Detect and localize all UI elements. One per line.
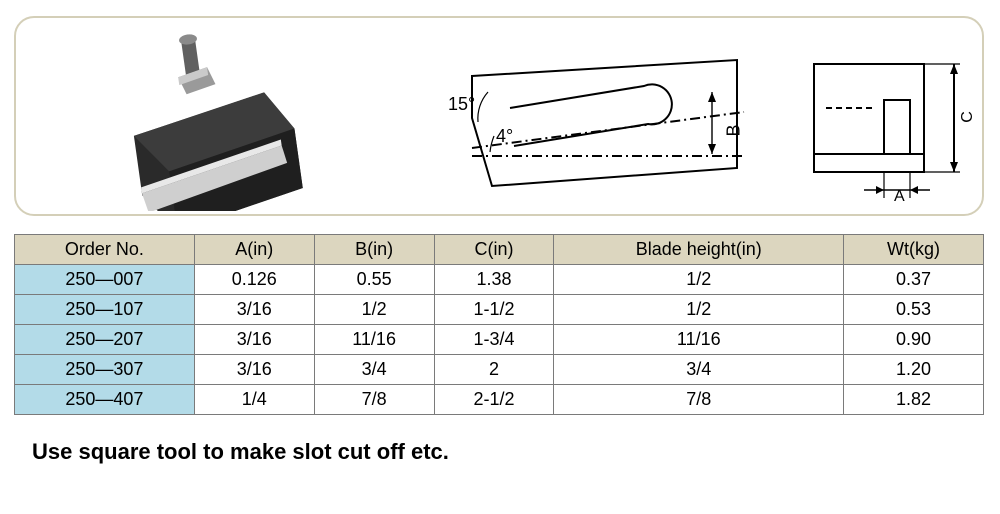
cell-c: 1-3/4 — [434, 325, 554, 355]
cell-a: 3/16 — [194, 295, 314, 325]
table-row: 250—4071/47/82-1/27/81.82 — [15, 385, 984, 415]
col-c-header: C(in) — [434, 235, 554, 265]
cell-c: 2-1/2 — [434, 385, 554, 415]
cell-b: 0.55 — [314, 265, 434, 295]
cell-a: 1/4 — [194, 385, 314, 415]
cell-a: 0.126 — [194, 265, 314, 295]
cell-blade: 1/2 — [554, 295, 844, 325]
cell-blade: 11/16 — [554, 325, 844, 355]
cell-b: 7/8 — [314, 385, 434, 415]
cell-c: 1-1/2 — [434, 295, 554, 325]
cell-a: 3/16 — [194, 325, 314, 355]
table-row: 250—1073/161/21-1/21/20.53 — [15, 295, 984, 325]
cell-wt: 1.82 — [844, 385, 984, 415]
col-a-header: A(in) — [194, 235, 314, 265]
table-row: 250—0070.1260.551.381/20.37 — [15, 265, 984, 295]
col-b-header: B(in) — [314, 235, 434, 265]
dim-c-label: C — [959, 111, 977, 123]
spec-table: Order No. A(in) B(in) C(in) Blade height… — [14, 234, 984, 415]
dim-a-label: A — [894, 188, 905, 206]
cell-wt: 0.37 — [844, 265, 984, 295]
technical-drawing-side — [432, 58, 762, 198]
cell-wt: 1.20 — [844, 355, 984, 385]
cell-b: 3/4 — [314, 355, 434, 385]
cell-b: 11/16 — [314, 325, 434, 355]
angle-15-label: 15° — [448, 94, 475, 115]
diagram-panel: 15° 4° B A C — [14, 16, 984, 216]
cell-blade: 1/2 — [554, 265, 844, 295]
cell-order: 250—007 — [15, 265, 195, 295]
col-wt-header: Wt(kg) — [844, 235, 984, 265]
cell-blade: 7/8 — [554, 385, 844, 415]
footer-note: Use square tool to make slot cut off etc… — [14, 439, 986, 465]
col-blade-header: Blade height(in) — [554, 235, 844, 265]
cell-blade: 3/4 — [554, 355, 844, 385]
cell-wt: 0.53 — [844, 295, 984, 325]
cell-wt: 0.90 — [844, 325, 984, 355]
cell-c: 1.38 — [434, 265, 554, 295]
table-row: 250—3073/163/423/41.20 — [15, 355, 984, 385]
technical-drawing-front — [806, 56, 976, 206]
cell-c: 2 — [434, 355, 554, 385]
cell-order: 250—307 — [15, 355, 195, 385]
cell-b: 1/2 — [314, 295, 434, 325]
cell-order: 250—207 — [15, 325, 195, 355]
cell-order: 250—407 — [15, 385, 195, 415]
table-row: 250—2073/1611/161-3/411/160.90 — [15, 325, 984, 355]
table-header-row: Order No. A(in) B(in) C(in) Blade height… — [15, 235, 984, 265]
cell-a: 3/16 — [194, 355, 314, 385]
cell-order: 250—107 — [15, 295, 195, 325]
col-order-header: Order No. — [15, 235, 195, 265]
angle-4-label: 4° — [496, 126, 513, 147]
product-photo — [86, 6, 306, 211]
dim-b-label: B — [724, 124, 745, 136]
